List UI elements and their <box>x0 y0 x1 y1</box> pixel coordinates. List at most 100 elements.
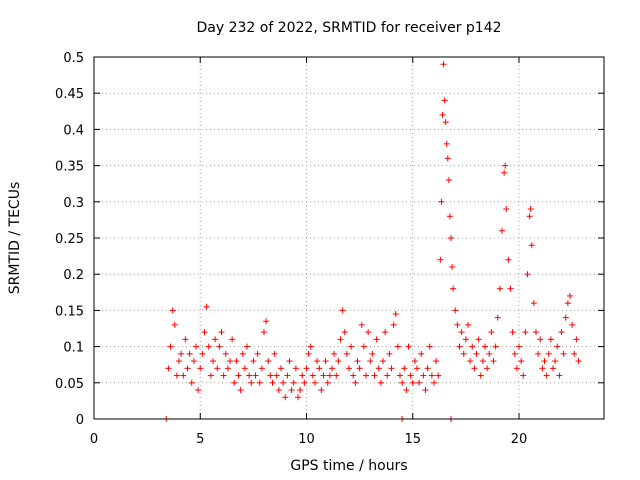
data-point <box>275 387 282 394</box>
data-point <box>431 379 437 386</box>
data-point <box>513 365 520 372</box>
data-point <box>305 350 312 357</box>
data-point <box>320 372 327 379</box>
data-point <box>403 387 410 394</box>
data-point <box>543 372 550 379</box>
data-point <box>307 343 314 350</box>
data-point <box>520 372 527 379</box>
data-point <box>533 329 539 336</box>
data-point <box>371 372 378 379</box>
data-point <box>286 358 293 365</box>
data-point <box>488 329 495 336</box>
data-point <box>416 379 423 386</box>
data-point <box>201 329 208 336</box>
data-point <box>562 314 569 321</box>
data-point <box>407 372 414 379</box>
data-point <box>269 379 276 386</box>
data-point <box>471 365 478 372</box>
data-point <box>263 318 270 325</box>
data-point <box>233 358 240 365</box>
data-point <box>502 162 509 169</box>
data-point <box>439 111 446 118</box>
data-point <box>186 350 193 357</box>
data-point <box>288 387 295 394</box>
data-point <box>341 329 348 336</box>
x-tick-label: 15 <box>404 432 421 447</box>
data-point <box>475 336 482 343</box>
data-point <box>420 372 427 379</box>
data-point <box>556 372 563 379</box>
data-point <box>452 307 459 314</box>
data-point <box>569 321 576 328</box>
data-point <box>558 329 565 336</box>
y-tick-label: 0.45 <box>55 87 84 102</box>
x-tick-label: 5 <box>196 432 204 447</box>
data-point <box>331 350 338 357</box>
data-point <box>503 206 510 213</box>
data-point <box>335 358 342 365</box>
chart-title: Day 232 of 2022, SRMTID for receiver p14… <box>196 20 501 36</box>
data-point <box>314 358 321 365</box>
data-point <box>458 329 465 336</box>
data-point <box>312 379 318 386</box>
data-point <box>440 61 447 68</box>
data-point <box>326 372 333 379</box>
data-point <box>256 379 263 386</box>
data-point <box>537 336 544 343</box>
data-point <box>541 358 548 365</box>
data-point <box>394 343 401 350</box>
data-point <box>380 358 386 365</box>
data-point <box>492 343 499 350</box>
data-point <box>448 235 454 241</box>
data-point <box>496 285 503 292</box>
data-point <box>193 343 199 350</box>
data-point <box>212 336 219 343</box>
data-point <box>367 358 374 365</box>
data-point <box>507 285 514 292</box>
data-point <box>295 394 301 401</box>
data-point <box>386 350 393 357</box>
x-axis-label: GPS time / hours <box>290 458 407 474</box>
data-point <box>237 387 244 394</box>
data-point <box>539 365 546 372</box>
y-tick-label: 0.2 <box>63 268 84 283</box>
data-point <box>442 119 449 126</box>
data-point <box>176 358 182 365</box>
data-point <box>254 350 261 357</box>
data-point <box>278 365 284 372</box>
data-point <box>411 358 418 365</box>
y-tick-label: 0.4 <box>63 123 84 138</box>
data-point <box>535 350 542 357</box>
data-point <box>171 321 178 328</box>
data-point <box>271 350 278 357</box>
data-point <box>218 329 225 336</box>
data-point <box>329 365 335 372</box>
y-tick-label: 0.3 <box>63 196 84 211</box>
data-point <box>348 343 355 350</box>
data-point <box>184 365 191 372</box>
data-point <box>375 365 382 372</box>
data-point <box>350 372 357 379</box>
data-point <box>280 379 287 386</box>
y-tick-label: 0 <box>76 413 84 428</box>
data-point <box>428 372 435 379</box>
data-point <box>222 350 229 357</box>
data-point <box>501 169 508 176</box>
data-point <box>550 365 556 372</box>
data-point <box>441 97 448 104</box>
data-point <box>203 303 210 310</box>
data-point <box>571 350 578 357</box>
data-point <box>322 358 329 365</box>
data-point <box>560 350 567 357</box>
data-point <box>309 372 316 379</box>
data-point <box>392 311 399 318</box>
data-point <box>346 365 352 372</box>
data-point <box>467 358 474 365</box>
data-point <box>210 358 216 365</box>
data-point <box>267 372 274 379</box>
data-point <box>180 372 187 379</box>
data-point <box>167 343 174 350</box>
data-point <box>435 372 442 379</box>
data-point <box>297 387 304 394</box>
